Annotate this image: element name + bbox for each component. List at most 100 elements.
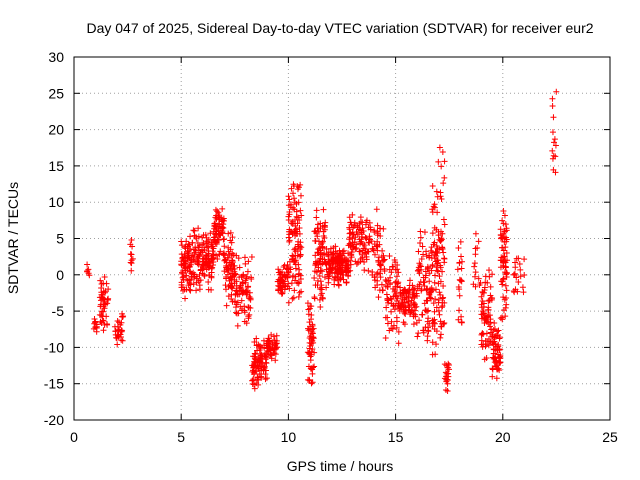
- data-point: [424, 337, 431, 344]
- data-point: [512, 286, 519, 293]
- data-point: [262, 376, 269, 383]
- data-point: [202, 231, 209, 238]
- data-point: [353, 244, 360, 251]
- data-point: [264, 354, 271, 361]
- data-point: [475, 238, 482, 245]
- data-point: [386, 253, 393, 260]
- data-point: [190, 269, 197, 276]
- data-point: [502, 221, 509, 228]
- data-point: [221, 243, 228, 250]
- data-point: [254, 374, 261, 381]
- data-point: [221, 236, 228, 243]
- data-point: [418, 266, 425, 273]
- data-point: [549, 129, 556, 136]
- data-point: [225, 230, 232, 237]
- data-point: [415, 248, 422, 255]
- data-point: [417, 240, 424, 247]
- data-point: [391, 306, 398, 313]
- data-point: [421, 283, 428, 290]
- data-point: [224, 271, 231, 278]
- data-point: [435, 158, 442, 165]
- data-point: [189, 239, 196, 246]
- data-point: [84, 261, 91, 268]
- data-point: [287, 264, 294, 271]
- data-point: [498, 234, 505, 241]
- data-point: [459, 258, 466, 265]
- data-point: [471, 260, 478, 267]
- data-point: [385, 296, 392, 303]
- data-point: [292, 277, 299, 284]
- y-tick-label: 10: [48, 194, 64, 210]
- data-point: [390, 263, 397, 270]
- data-point: [286, 285, 293, 292]
- data-point: [481, 284, 488, 291]
- data-point: [331, 276, 338, 283]
- data-point: [269, 339, 276, 346]
- data-point: [361, 242, 368, 249]
- data-point: [387, 274, 394, 281]
- data-point: [410, 321, 417, 328]
- data-point: [312, 282, 319, 289]
- data-point: [297, 207, 304, 214]
- data-point: [260, 366, 267, 373]
- data-point: [487, 283, 494, 290]
- data-point: [498, 278, 505, 285]
- data-point: [310, 325, 317, 332]
- data-point: [250, 371, 257, 378]
- data-point: [439, 320, 446, 327]
- data-point: [272, 351, 279, 358]
- data-point: [317, 268, 324, 275]
- data-point: [388, 308, 395, 315]
- data-point: [483, 314, 490, 321]
- data-point: [521, 256, 528, 263]
- data-point: [317, 303, 324, 310]
- data-point: [441, 174, 448, 181]
- data-point: [400, 289, 407, 296]
- data-point: [433, 341, 440, 348]
- data-point: [256, 370, 263, 377]
- data-point: [186, 268, 193, 275]
- data-point: [296, 225, 303, 232]
- data-point: [390, 303, 397, 310]
- data-point: [276, 271, 283, 278]
- data-point: [193, 287, 200, 294]
- data-point: [288, 280, 295, 287]
- data-point: [416, 317, 423, 324]
- data-point: [429, 182, 436, 189]
- data-point: [278, 284, 285, 291]
- data-point: [382, 276, 389, 283]
- data-point: [440, 294, 447, 301]
- data-point: [441, 158, 448, 165]
- data-point: [392, 292, 399, 299]
- data-point: [254, 347, 261, 354]
- data-point: [232, 290, 239, 297]
- data-point: [454, 266, 461, 273]
- data-point: [426, 278, 433, 285]
- y-tick-label: -10: [44, 339, 64, 355]
- data-point: [433, 304, 440, 311]
- data-point: [330, 245, 337, 252]
- data-point: [491, 319, 498, 326]
- data-point: [489, 340, 496, 347]
- data-point: [404, 288, 411, 295]
- data-point: [348, 249, 355, 256]
- data-point: [515, 279, 522, 286]
- data-point: [437, 264, 444, 271]
- data-point: [374, 242, 381, 249]
- data-point: [471, 263, 478, 270]
- data-point: [282, 273, 289, 280]
- data-point: [230, 252, 237, 259]
- data-point: [210, 228, 217, 235]
- data-point: [247, 305, 254, 312]
- data-point: [235, 255, 242, 262]
- data-point: [268, 355, 275, 362]
- data-point: [245, 315, 252, 322]
- data-point: [347, 242, 354, 249]
- data-point: [211, 220, 218, 227]
- data-point: [516, 260, 523, 267]
- data-point: [421, 229, 428, 236]
- x-tick-labels: 0 5 10 15 20 25: [70, 429, 618, 445]
- data-point: [203, 253, 210, 260]
- data-point: [100, 280, 107, 287]
